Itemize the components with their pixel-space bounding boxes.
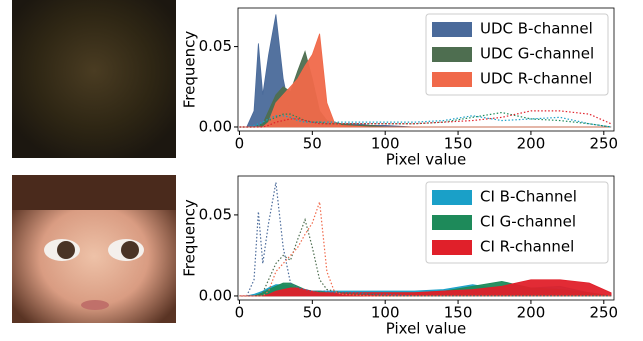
y-axis-label: Frequency xyxy=(181,31,199,109)
legend-label: CI B-Channel xyxy=(480,188,577,206)
y-tick-label: 0.00 xyxy=(199,117,232,135)
x-axis-label: Pixel value xyxy=(386,151,466,169)
legend-label: UDC R-channel xyxy=(480,70,592,88)
plot-frame xyxy=(237,175,615,301)
y-tick-label: 0.05 xyxy=(199,37,232,55)
photo-iris xyxy=(57,241,75,259)
legend-swatch xyxy=(432,215,472,230)
legend-swatch xyxy=(432,72,472,87)
x-tick-label: 250 xyxy=(589,135,618,153)
dotted-line xyxy=(239,217,612,297)
x-tick-label: 0 xyxy=(235,304,245,322)
legend-label: UDC B-channel xyxy=(480,20,593,38)
y-axis-label: Frequency xyxy=(181,199,199,277)
x-axis-label: Pixel value xyxy=(386,320,466,338)
plot-frame xyxy=(237,7,615,132)
legend-swatch xyxy=(432,190,472,205)
legend-label: CI G-channel xyxy=(480,213,576,231)
dotted-line xyxy=(239,182,612,297)
dotted-line xyxy=(239,115,612,128)
x-tick-label: 150 xyxy=(444,304,473,322)
x-tick-label: 250 xyxy=(589,304,618,322)
legend-swatch xyxy=(432,240,472,255)
photo-hair xyxy=(12,175,176,210)
legend-swatch xyxy=(432,22,472,37)
x-tick-label: 50 xyxy=(303,304,322,322)
x-tick-label: 100 xyxy=(371,135,400,153)
x-tick-label: 150 xyxy=(444,135,473,153)
y-tick-label: 0.00 xyxy=(199,286,232,304)
legend-label: CI R-channel xyxy=(480,238,574,256)
x-tick-label: 200 xyxy=(517,304,546,322)
x-tick-label: 100 xyxy=(371,304,400,322)
legend-swatch xyxy=(432,47,472,62)
y-tick-label: 0.05 xyxy=(199,205,232,223)
dotted-line xyxy=(239,110,612,128)
legend-label: UDC G-channel xyxy=(480,45,594,63)
dotted-line xyxy=(239,111,612,128)
x-tick-label: 200 xyxy=(517,135,546,153)
photo-iris xyxy=(121,241,139,259)
x-tick-label: 50 xyxy=(303,135,322,153)
x-tick-label: 0 xyxy=(235,135,245,153)
dotted-line xyxy=(239,201,612,297)
photo-mouth xyxy=(81,300,109,310)
photo xyxy=(12,0,176,158)
